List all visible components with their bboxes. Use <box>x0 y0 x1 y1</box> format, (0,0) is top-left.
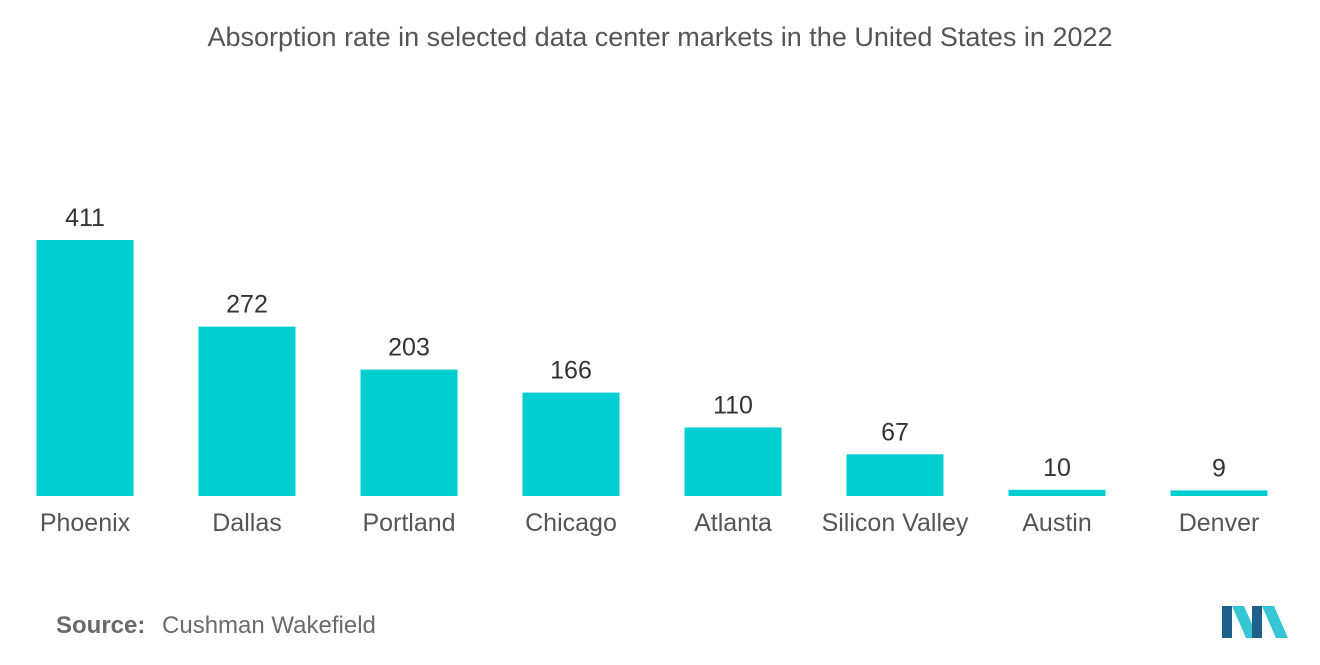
data-label: 9 <box>1212 454 1226 482</box>
x-tick-label: Denver <box>1179 509 1260 537</box>
x-tick-label: Austin <box>1022 509 1091 537</box>
x-tick-label: Silicon Valley <box>822 509 969 537</box>
bar-chart: 411 Phoenix 272 Dallas 203 Portland 166 Chicago… <box>36 204 1268 537</box>
x-tick-label: Chicago <box>525 509 617 537</box>
source-label: Source: <box>56 612 146 639</box>
data-label: 272 <box>226 291 268 319</box>
logo-shape-diag2 <box>1262 606 1288 638</box>
source-text: Cushman Wakefield <box>162 612 376 639</box>
mordor-intelligence-logo-icon <box>1222 606 1288 638</box>
source-note: Source: Cushman Wakefield <box>56 612 376 640</box>
logo-shape-mid <box>1252 606 1262 638</box>
bar-chicago <box>522 392 620 496</box>
x-tick-label: Portland <box>362 509 455 537</box>
bar-denver <box>1170 490 1268 496</box>
x-tick-label: Dallas <box>212 509 281 537</box>
data-label: 110 <box>713 392 753 420</box>
bar-atlanta <box>684 427 782 496</box>
x-tick-label: Atlanta <box>694 509 772 537</box>
data-label: 67 <box>881 418 909 446</box>
bar-silicon-valley <box>846 454 944 496</box>
bar-phoenix <box>36 240 134 496</box>
data-label: 411 <box>65 204 105 232</box>
data-label: 10 <box>1043 454 1071 482</box>
bar-dallas <box>198 326 296 496</box>
logo-shape-left <box>1222 606 1232 638</box>
data-label: 203 <box>388 334 430 362</box>
data-label: 166 <box>550 357 592 385</box>
chart-title: Absorption rate in selected data center … <box>207 22 1113 52</box>
bar-austin <box>1008 489 1106 496</box>
logo-shape-diag1 <box>1232 606 1258 638</box>
x-tick-label: Phoenix <box>40 509 131 537</box>
bar-portland <box>360 369 458 496</box>
